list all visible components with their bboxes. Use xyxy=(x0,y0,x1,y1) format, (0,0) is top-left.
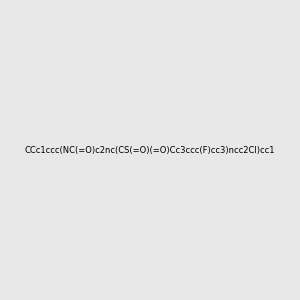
Text: CCc1ccc(NC(=O)c2nc(CS(=O)(=O)Cc3ccc(F)cc3)ncc2Cl)cc1: CCc1ccc(NC(=O)c2nc(CS(=O)(=O)Cc3ccc(F)cc… xyxy=(25,146,275,154)
